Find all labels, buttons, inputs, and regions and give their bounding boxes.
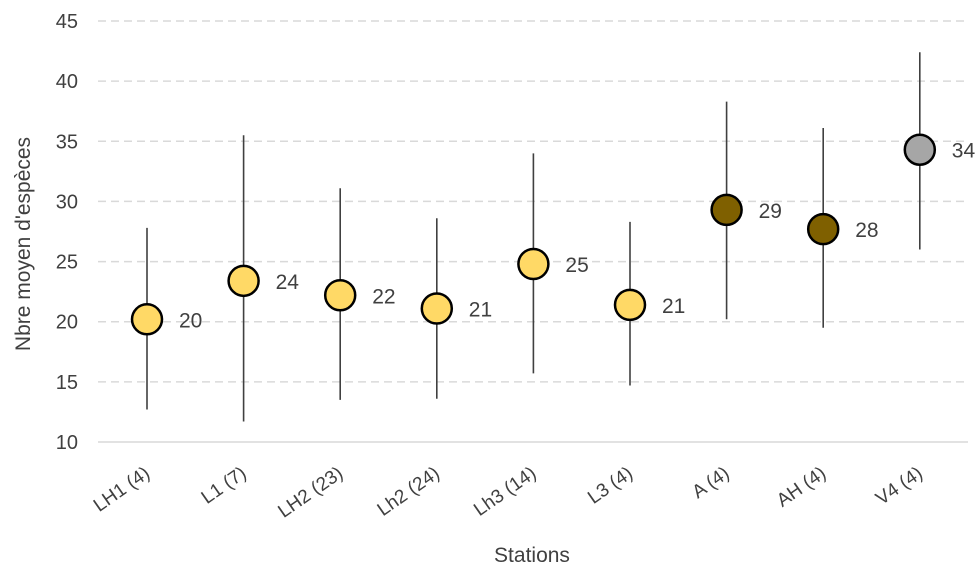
data-point [323,279,357,312]
y-tick-label: 35 [56,131,78,153]
x-axis-title: Stations [494,544,570,567]
data-label: 21 [469,298,492,321]
data-points [130,133,937,336]
y-tick-label: 20 [56,312,78,334]
x-tick-label: A (4) [689,463,734,503]
y-tick-labels: 10 15 20 25 30 35 40 45 [56,11,78,454]
data-label: 22 [372,285,395,308]
y-tick-label: 15 [56,372,78,394]
y-tick-label: 10 [56,432,78,454]
data-label: 24 [276,271,300,294]
x-tick-label: Lh3 (14) [470,463,540,521]
data-label: 34 [952,140,976,163]
y-tick-label: 45 [56,11,78,33]
data-labels: 20 24 22 21 25 21 29 28 34 [179,140,975,333]
y-axis-title: Nbre moyen d'espèces [12,137,35,351]
data-point [420,292,454,325]
data-label: 25 [565,254,588,277]
x-tick-label: LH2 (23) [274,463,347,523]
data-point [710,193,743,227]
y-tick-label: 40 [56,71,78,93]
x-tick-label: AH (4) [773,463,830,512]
data-point [130,303,164,336]
x-tick-labels: LH1 (4) L1 (7) LH2 (23) Lh2 (24) Lh3 (14) L3 … [90,463,927,523]
data-label: 20 [179,309,202,332]
data-point [517,247,550,281]
data-point [227,264,260,298]
data-label: 28 [855,219,878,242]
x-tick-label: Lh2 (24) [374,463,444,521]
data-point [613,288,647,322]
x-tick-label: L1 (7) [198,463,251,509]
x-tick-label: LH1 (4) [90,463,154,517]
data-label: 21 [662,295,685,318]
x-tick-label: L3 (4) [584,463,637,509]
data-label: 29 [759,200,782,223]
x-tick-label: V4 (4) [872,463,926,510]
y-tick-label: 30 [56,191,78,213]
data-point [806,212,840,246]
error-bars [146,52,921,422]
y-tick-label: 25 [56,252,78,274]
data-point [903,133,937,166]
